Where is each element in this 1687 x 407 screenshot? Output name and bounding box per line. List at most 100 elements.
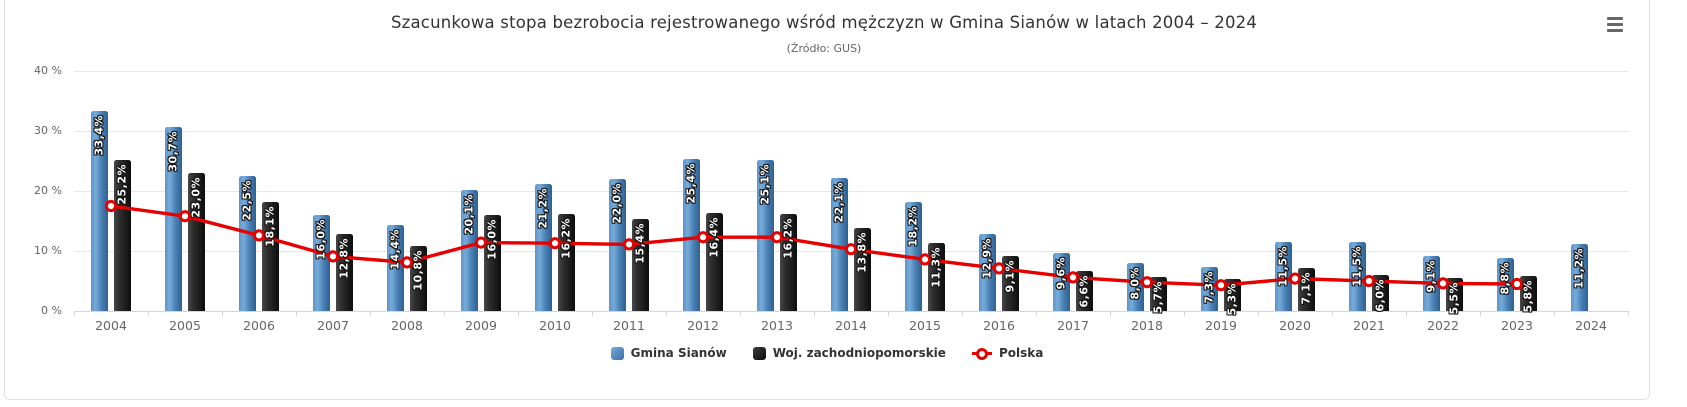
- bar-label-text: 22,5%: [240, 180, 254, 221]
- x-axis-label: 2004: [95, 318, 127, 333]
- x-axis-label: 2024: [1575, 318, 1607, 333]
- x-axis-tick: [370, 311, 371, 316]
- legend-label: Gmina Sianów: [630, 346, 727, 360]
- y-axis-label: 20 %: [34, 184, 62, 197]
- x-axis-label: 2020: [1279, 318, 1311, 333]
- x-axis-label: 2012: [687, 318, 719, 333]
- x-axis-tick: [888, 311, 889, 316]
- bar-label-text: 33,4%: [92, 114, 106, 156]
- bar-woj[interactable]: [1520, 276, 1537, 311]
- x-axis-tick: [148, 311, 149, 316]
- bar-label-text: 25,4%: [684, 162, 698, 204]
- bar-label-text: 23,0%: [189, 177, 203, 218]
- legend-item-wojewodztwo[interactable]: Woj. zachodniopomorskie: [752, 346, 946, 360]
- bar-label-text: 7,3%: [1202, 271, 1216, 304]
- chart-card: [4, 0, 1650, 400]
- legend: Gmina Sianów Woj. zachodniopomorskie Pol…: [4, 346, 1650, 360]
- bar-label-text: 18,1%: [263, 206, 277, 248]
- grid-line: [74, 131, 1628, 132]
- bar-label-text: 18,2%: [906, 205, 920, 247]
- export-menu-icon[interactable]: [1604, 17, 1626, 37]
- grid-line: [74, 251, 1628, 252]
- x-axis-tick: [1406, 311, 1407, 316]
- bar-label-text: 16,2%: [781, 217, 795, 259]
- bar-label-text: 16,0%: [485, 219, 499, 260]
- x-axis-tick: [444, 311, 445, 316]
- x-axis-label: 2021: [1353, 318, 1385, 333]
- legend-swatch-blue: [610, 346, 624, 360]
- x-axis-tick: [1184, 311, 1185, 316]
- bar-label-text: 15,4%: [633, 222, 647, 264]
- bar-label-text: 20,1%: [462, 194, 476, 236]
- x-axis-tick: [74, 311, 75, 316]
- x-axis-tick: [962, 311, 963, 316]
- x-axis-tick: [592, 311, 593, 316]
- grid-line: [74, 71, 1628, 72]
- bar-label-text: 13,8%: [855, 232, 869, 273]
- legend-marker-line: [971, 347, 992, 360]
- bar-label-text: 25,1%: [758, 164, 772, 206]
- chart-title: Szacunkowa stopa bezrobocia rejestrowane…: [390, 13, 1258, 32]
- bar-label-text: 11,5%: [1276, 246, 1290, 287]
- x-axis-tick: [1036, 311, 1037, 316]
- bar-woj[interactable]: [1224, 279, 1241, 311]
- bar-label-text: 16,0%: [314, 219, 328, 260]
- legend-label: Woj. zachodniopomorskie: [772, 346, 946, 360]
- bar-label-text: 12,8%: [337, 238, 351, 279]
- x-axis-label: 2008: [391, 318, 423, 333]
- x-axis-tick: [814, 311, 815, 316]
- y-axis-label: 10 %: [34, 244, 62, 257]
- bar-gmina[interactable]: [1571, 243, 1588, 311]
- legend-item-polska[interactable]: Polska: [971, 346, 1043, 360]
- x-axis-label: 2013: [761, 318, 793, 333]
- bar-label-text: 9,6%: [1054, 257, 1068, 290]
- x-axis-tick: [296, 311, 297, 316]
- x-axis-label: 2018: [1131, 318, 1163, 333]
- bar-label-text: 7,1%: [1299, 272, 1313, 305]
- bar-label-text: 16,4%: [707, 216, 721, 258]
- x-axis-tick: [1258, 311, 1259, 316]
- y-axis-label: 40 %: [34, 64, 62, 77]
- x-axis-tick: [1332, 311, 1333, 316]
- x-axis-label: 2010: [539, 318, 571, 333]
- bar-label-text: 22,0%: [610, 183, 624, 224]
- chart-subtitle: (Źródło: GUS): [786, 42, 862, 55]
- legend-item-gmina[interactable]: Gmina Sianów: [610, 346, 727, 360]
- x-axis-label: 2007: [317, 318, 349, 333]
- bar-label-text: 11,3%: [929, 247, 943, 288]
- grid-line: [74, 191, 1628, 192]
- bar-label-text: 11,5%: [1350, 246, 1364, 287]
- bar-label-text: 5,7%: [1151, 280, 1165, 314]
- bar-label-text: 9,1%: [1003, 260, 1017, 293]
- x-axis-label: 2015: [909, 318, 941, 333]
- x-axis-label: 2014: [835, 318, 867, 333]
- bar-label-text: 30,7%: [166, 130, 180, 172]
- x-axis-tick: [1110, 311, 1111, 316]
- x-axis-label: 2019: [1205, 318, 1237, 333]
- bar-label-text: 5,8%: [1521, 280, 1535, 313]
- bar-label-text: 12,9%: [980, 237, 994, 279]
- bar-label-text: 8,8%: [1498, 262, 1512, 295]
- bar-label-text: 21,2%: [536, 187, 550, 229]
- bar-label-text: 5,3%: [1225, 283, 1239, 316]
- bar-label-text: 6,0%: [1373, 279, 1387, 312]
- x-axis-tick: [1628, 311, 1629, 316]
- bar-label-text: 6,6%: [1077, 275, 1091, 308]
- x-axis-label: 2011: [613, 318, 645, 333]
- bar-gmina[interactable]: [91, 110, 108, 311]
- x-axis-label: 2023: [1501, 318, 1533, 333]
- x-axis-label: 2022: [1427, 318, 1459, 333]
- x-axis-tick: [666, 311, 667, 316]
- x-axis-label: 2017: [1057, 318, 1089, 333]
- bar-label-text: 11,2%: [1572, 247, 1586, 289]
- bar-label-text: 22,1%: [832, 182, 846, 224]
- legend-swatch-black: [752, 346, 766, 360]
- bar-label-text: 5,5%: [1447, 282, 1461, 315]
- bar-label-text: 14,4%: [388, 228, 402, 270]
- x-axis-line: [74, 311, 1628, 312]
- x-axis-tick: [1480, 311, 1481, 316]
- x-axis-tick: [518, 311, 519, 316]
- bar-label-text: 10,8%: [411, 250, 425, 291]
- x-axis-tick: [1554, 311, 1555, 316]
